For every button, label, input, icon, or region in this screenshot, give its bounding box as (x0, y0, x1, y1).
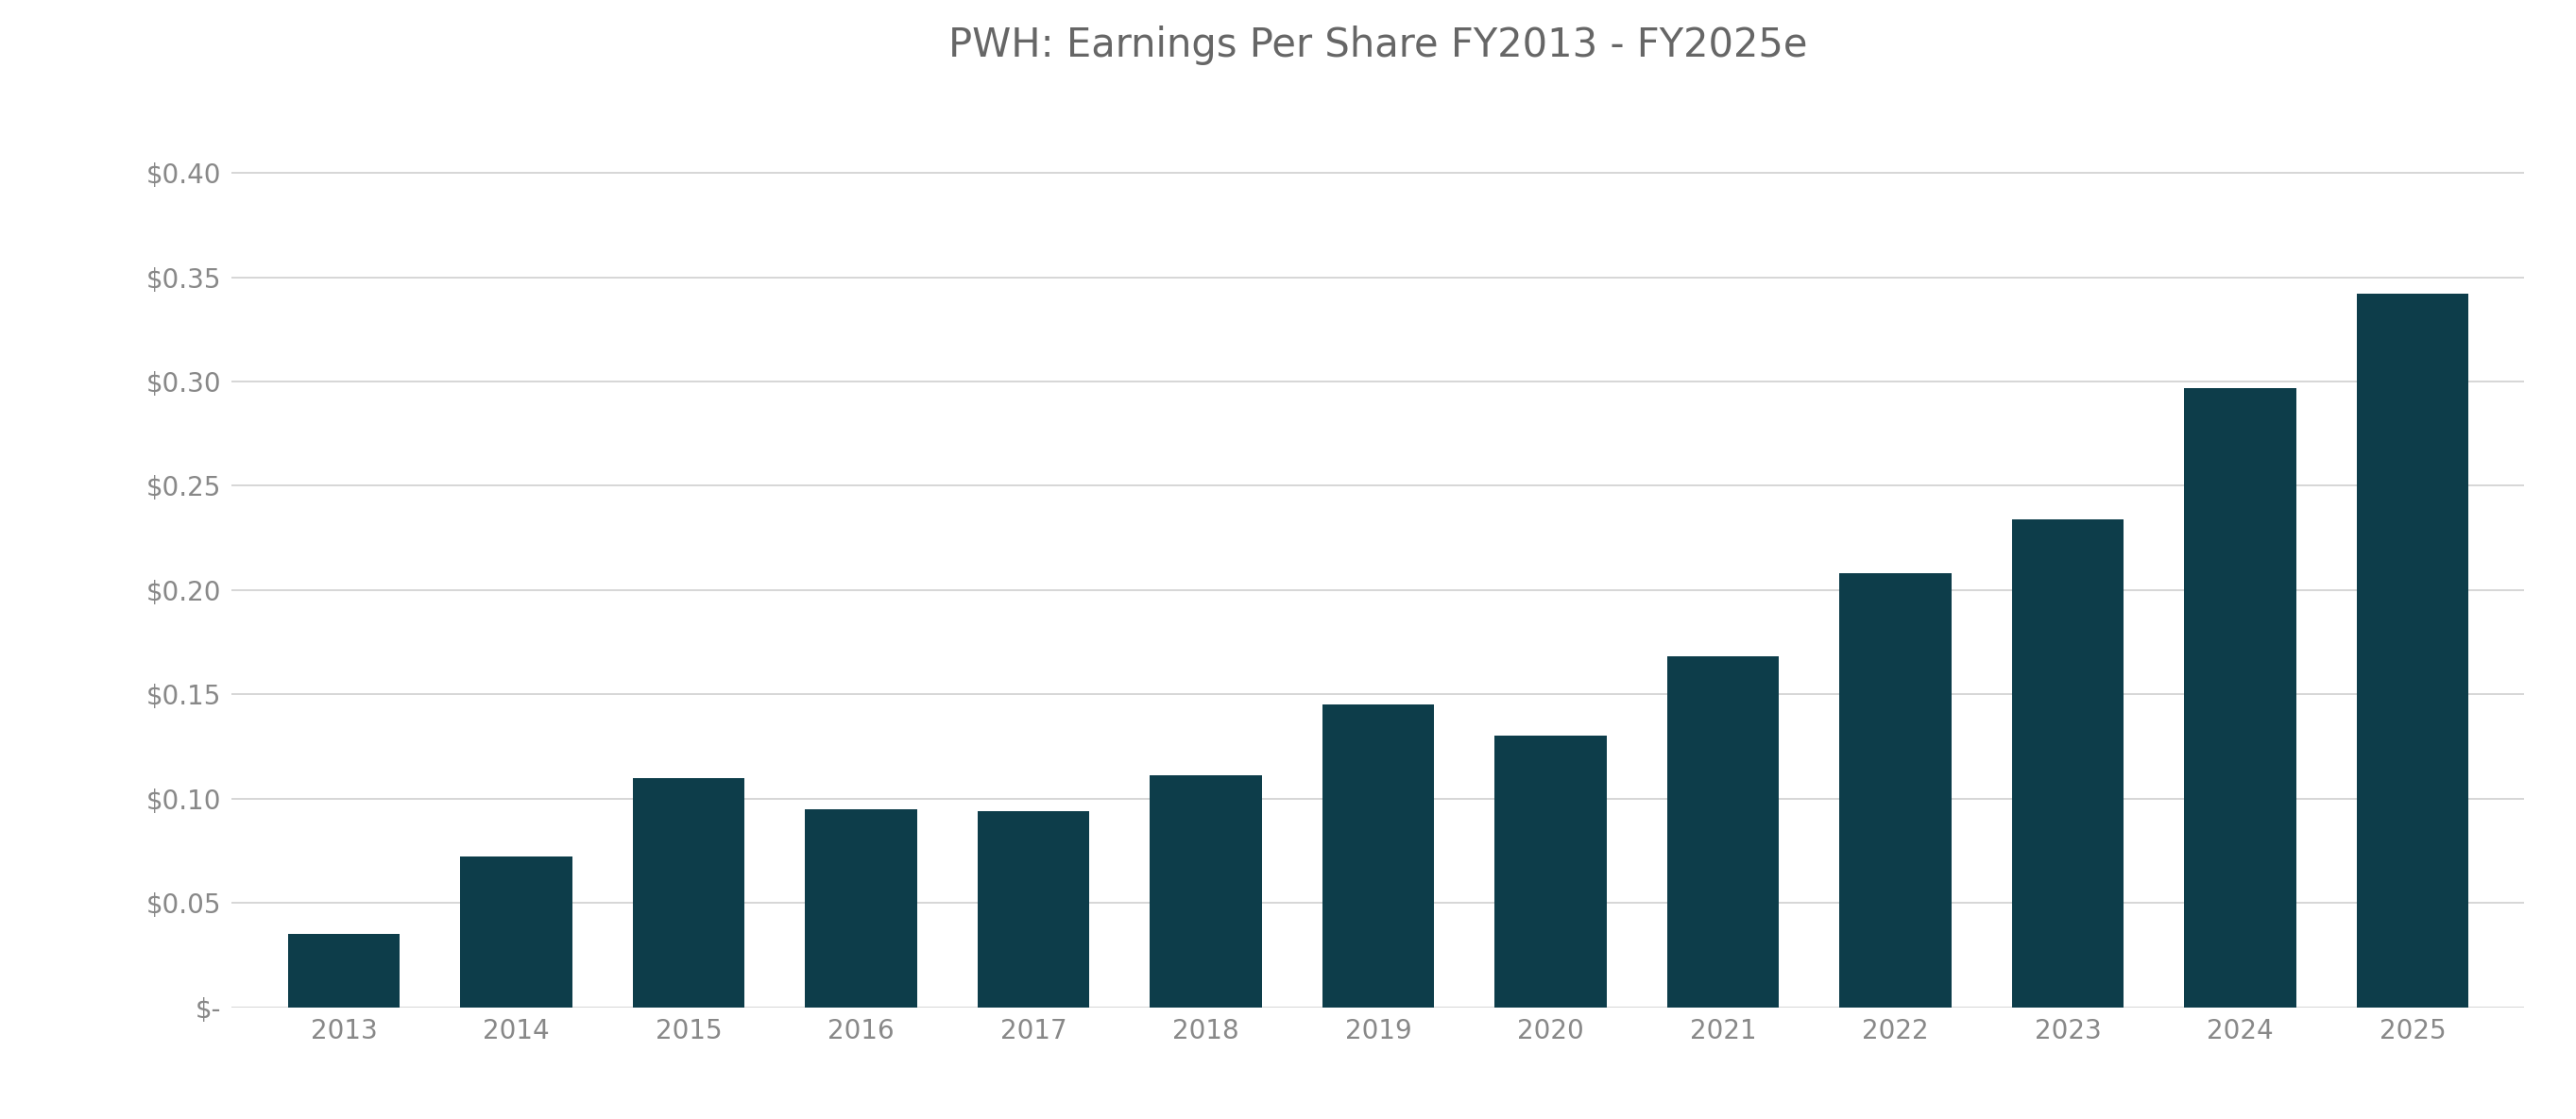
Bar (1494, 736, 1607, 1007)
Bar (1667, 657, 1780, 1007)
Bar (2184, 387, 2295, 1007)
Bar (1321, 705, 1435, 1007)
Bar (804, 809, 917, 1007)
Bar (1149, 775, 1262, 1007)
Title: PWH: Earnings Per Share FY2013 - FY2025e: PWH: Earnings Per Share FY2013 - FY2025e (948, 26, 1808, 65)
Bar (634, 778, 744, 1007)
Bar (1839, 573, 1953, 1007)
Bar (976, 811, 1090, 1007)
Bar (289, 934, 399, 1007)
Bar (2012, 519, 2123, 1007)
Bar (2357, 294, 2468, 1007)
Bar (461, 857, 572, 1007)
